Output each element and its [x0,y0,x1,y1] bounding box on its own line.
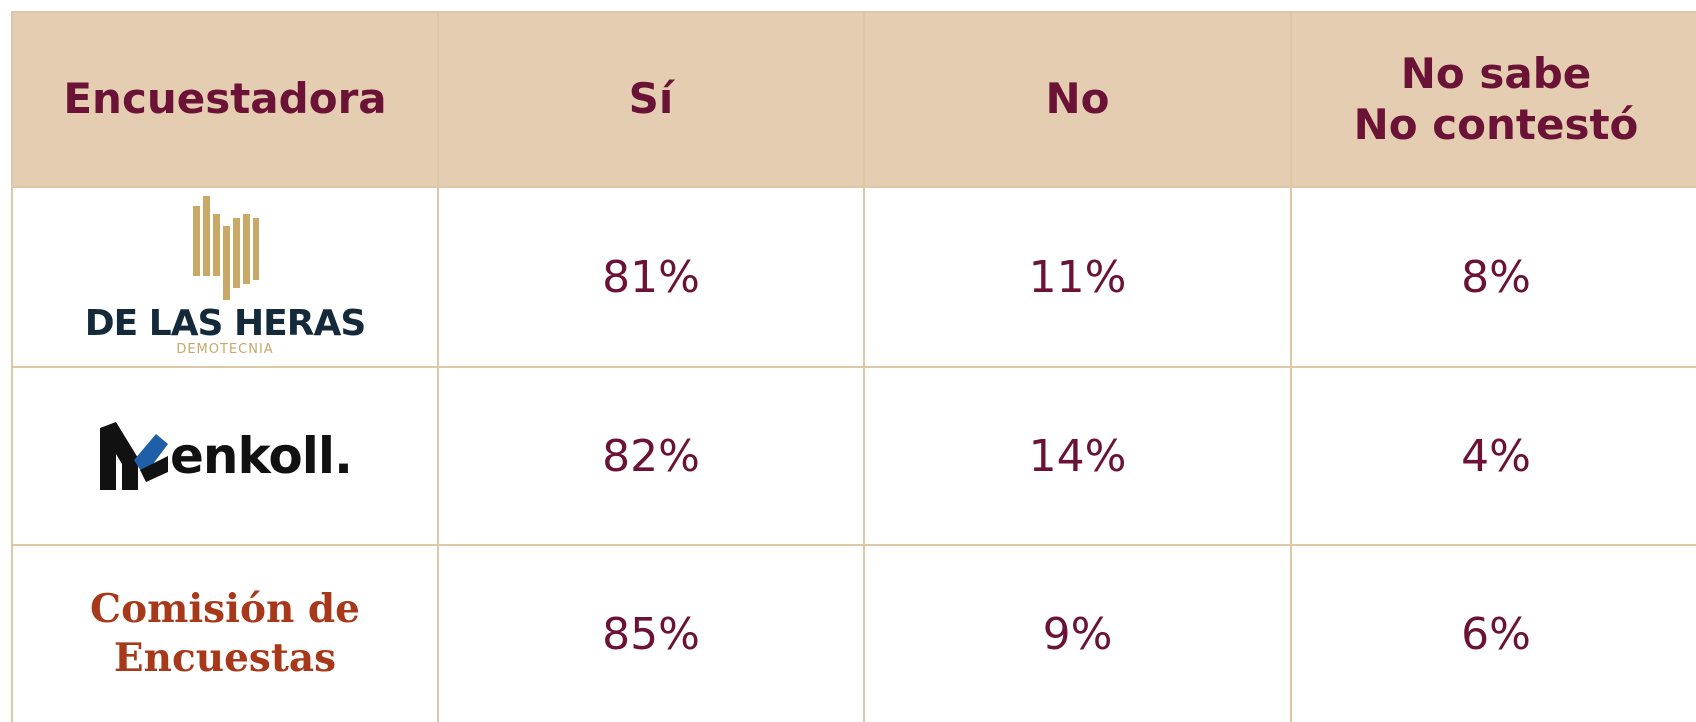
pollster-name: Comisión de Encuestas [90,586,360,681]
value-cell: 11% [863,186,1290,366]
value-cell: 81% [437,186,863,366]
value-cell: 85% [437,544,863,722]
pollster-logo: enkoll. [11,366,437,544]
value-cell: 4% [1290,366,1696,544]
header-cell: No [863,11,1290,186]
value-cell: 14% [863,366,1290,544]
value-cell: 82% [437,366,863,544]
logo-icon [99,422,168,490]
value-cell: 6% [1290,544,1696,722]
value-cell: 8% [1290,186,1696,366]
pollster-logo: DE LAS HERAS DEMOTECNIA [11,186,437,366]
header-cell: Encuestadora [11,11,437,186]
value-cell: 9% [863,544,1290,722]
pollster-name: DE LAS HERAS [84,303,366,345]
logo-icon [193,196,259,301]
header-cell: Sí [437,11,863,186]
header-cell: No sabe No contestó [1290,11,1696,186]
pollster-subtitle: DEMOTECNIA [176,342,274,358]
pollster-name: enkoll. [169,427,353,485]
pollster-logo: Comisión de Encuestas [11,544,437,722]
